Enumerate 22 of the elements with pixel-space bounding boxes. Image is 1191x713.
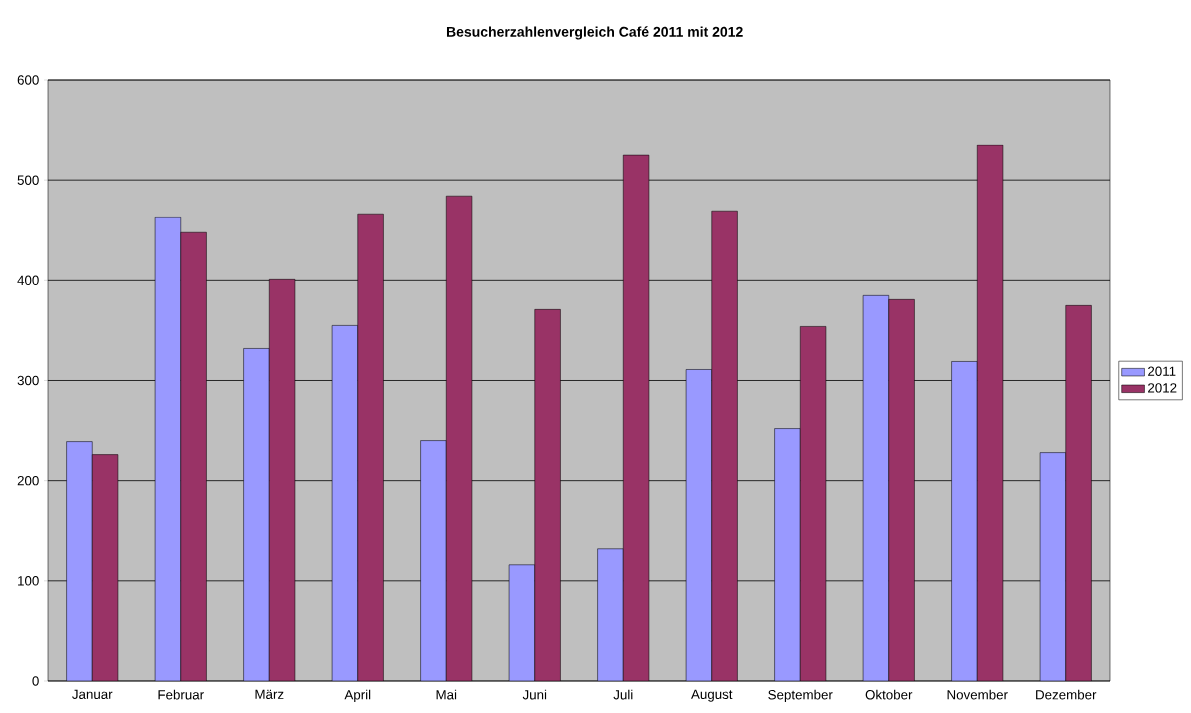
- x-tick-label: Februar: [158, 689, 204, 700]
- legend-label: 2012: [1148, 383, 1177, 393]
- y-tick-label: 0: [32, 676, 39, 686]
- legend-label: 2011: [1148, 366, 1176, 376]
- x-tick-label: April: [344, 689, 371, 703]
- chart-title: Besucherzahlenvergleich Café 2011 mit 2012: [446, 26, 743, 40]
- x-tick-label: Dezember: [1036, 689, 1097, 700]
- y-tick-label: 200: [17, 475, 39, 486]
- y-tick-label: 100: [18, 576, 39, 586]
- x-tick-label: Juni: [522, 689, 547, 700]
- x-tick-label: März: [255, 689, 284, 699]
- x-tick-label: August: [691, 689, 733, 702]
- y-tick-label: 300: [17, 375, 39, 386]
- y-tick-label: 600: [17, 75, 39, 85]
- x-tick-label: September: [768, 689, 833, 703]
- x-tick-label: Januar: [72, 689, 113, 699]
- x-tick-label: Mai: [436, 689, 457, 700]
- x-tick-label: Oktober: [865, 689, 913, 700]
- y-tick-label: 500: [17, 175, 39, 185]
- x-tick-label: November: [947, 689, 1008, 700]
- x-tick-label: Juli: [613, 689, 633, 700]
- y-tick-label: 400: [17, 275, 39, 286]
